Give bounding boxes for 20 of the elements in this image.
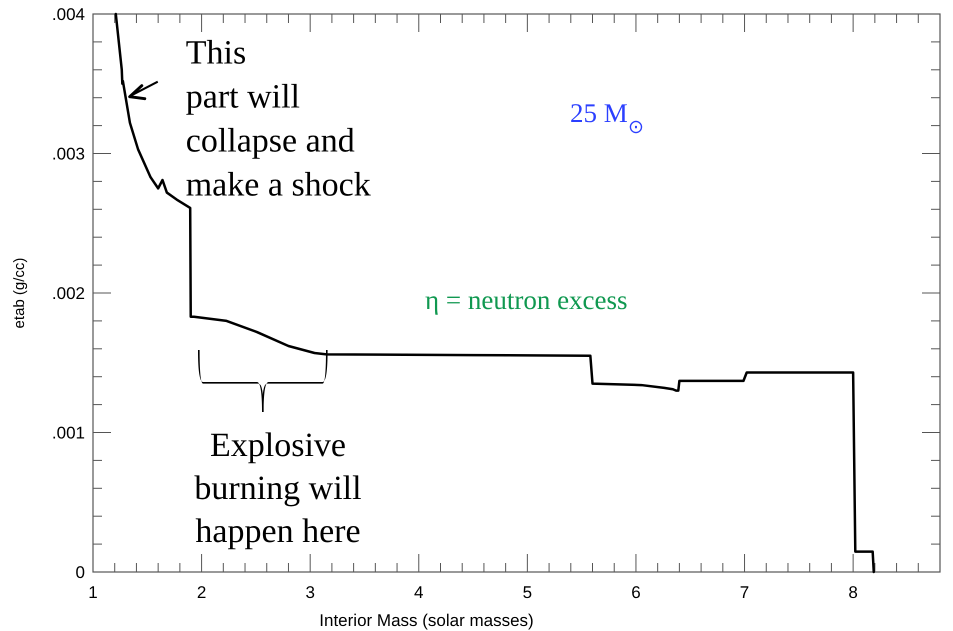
y-tick-label: .001 xyxy=(52,424,85,442)
annotation: This part will collapse and make a shock xyxy=(186,34,371,204)
x-tick-label: 4 xyxy=(414,583,424,602)
annotation: 25 M$_{⊙}$ xyxy=(570,98,644,138)
y-tick-label: 0 xyxy=(76,563,85,582)
y-tick-label: .003 xyxy=(52,144,85,164)
x-tick-label: 6 xyxy=(631,583,641,602)
x-tick-label: 5 xyxy=(522,583,532,602)
y-tick-label: .004 xyxy=(52,5,85,24)
line-series xyxy=(114,12,876,574)
annotation: Explosive burning will happen here xyxy=(194,427,362,550)
y-tick-label: .002 xyxy=(52,284,85,303)
annotation: η = neutron excess xyxy=(425,285,628,315)
x-tick-label: 1 xyxy=(88,583,98,602)
x-tick-label: 8 xyxy=(848,583,858,602)
x-axis-title: Interior Mass (solar masses) xyxy=(319,611,534,630)
x-tick-label: 2 xyxy=(196,583,206,602)
x-tick-label: 7 xyxy=(740,583,750,602)
y-axis-title: etab (g/cc) xyxy=(11,258,28,328)
x-tick-label: 3 xyxy=(305,583,315,602)
